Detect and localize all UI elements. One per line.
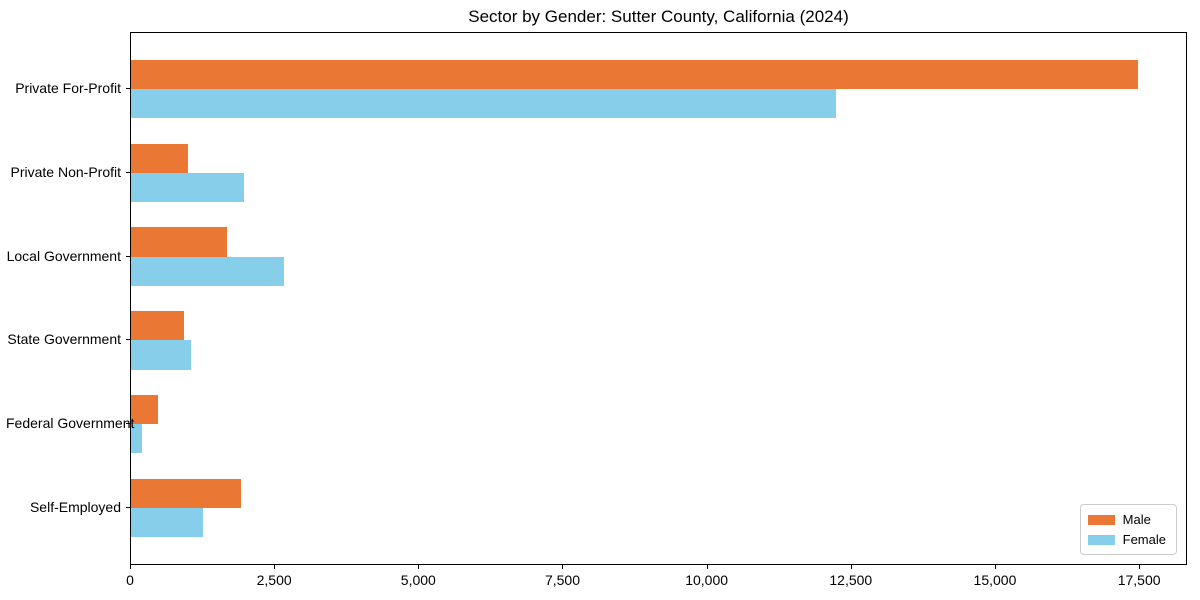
plot-area: Male Female [130,32,1187,565]
xtick-mark [994,565,996,569]
legend-swatch-male-icon [1087,514,1115,525]
ytick-label-private-non-profit: Private Non-Profit [10,163,121,180]
ytick-mark [126,171,130,173]
xtick-mark [418,565,420,569]
bar-female-private-non-profit [131,172,245,203]
legend: Male Female [1079,504,1177,555]
bar-male-state-government [131,311,185,341]
xtick-mark [562,565,564,569]
xtick-mark [274,565,276,569]
xtick-mark [130,565,131,569]
ytick-label-self-employed: Self-Employed [29,499,121,515]
xtick-label-10-000: 10,000 [685,572,729,588]
bar-female-self-employed [131,508,204,538]
ytick-label-private-for-profit: Private For-Profit [15,80,121,96]
xtick-label-17-500: 17,500 [1117,572,1161,588]
ytick-label-state-government: State Government [7,331,121,348]
legend-item-female: Female [1087,532,1166,547]
xtick-label-12-500: 12,500 [829,572,873,588]
bar-female-private-for-profit [131,89,836,119]
bar-male-private-non-profit [131,143,189,173]
ytick-mark [126,339,130,341]
legend-label-male: Male [1122,512,1151,527]
bar-male-federal-government [131,394,159,425]
xtick-label-5-000: 5,000 [400,572,436,588]
xtick-label-0: 0 [126,572,134,588]
bar-male-private-for-profit [131,59,1138,89]
xtick-label-2-500: 2,500 [256,572,292,588]
ytick-label-local-government: Local Government [6,247,121,264]
xtick-mark [1139,565,1141,569]
xtick-label-7-500: 7,500 [544,572,580,588]
ytick-label-federal-government: Federal Government [6,415,135,432]
ytick-mark [126,507,130,508]
ytick-mark [126,255,130,257]
legend-swatch-female-icon [1087,534,1115,545]
xtick-mark [706,565,708,569]
bar-male-self-employed [131,478,242,508]
legend-item-male: Male [1087,512,1166,527]
xtick-mark [850,565,852,569]
legend-label-female: Female [1122,532,1166,547]
ytick-mark [126,88,130,89]
xtick-label-15-000: 15,000 [973,572,1017,588]
bar-female-federal-government [131,424,142,454]
bar-male-local-government [131,227,228,257]
chart-title: Sector by Gender: Sutter County, Califor… [468,7,849,26]
ytick-mark [126,423,130,425]
bar-female-state-government [131,340,191,370]
bar-female-local-government [131,256,284,286]
